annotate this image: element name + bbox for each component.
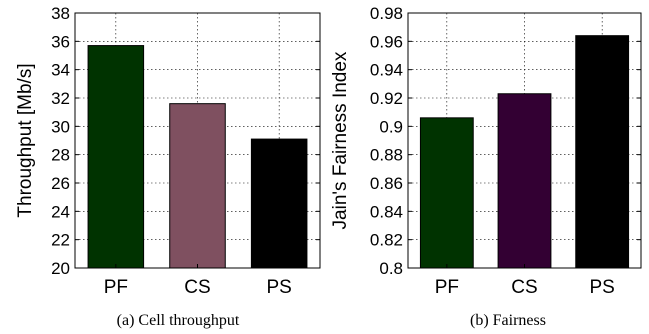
y-tick-label: 22 (51, 231, 70, 250)
bar-ps (250, 138, 308, 269)
y-tick-label: 0.84 (370, 202, 403, 221)
x-tick-label: PS (266, 277, 291, 298)
y-tick-label: 0.82 (370, 231, 403, 250)
y-tick-label: 36 (51, 32, 70, 51)
y-tick-label: 20 (51, 259, 70, 278)
y-tick-label: 0.94 (370, 61, 403, 80)
x-tick-label: PF (435, 277, 459, 298)
y-tick-label: 26 (51, 174, 70, 193)
y-axis-label: Throughput [Mb/s] (15, 63, 36, 217)
y-axis-label: Jain's Fairness Index (330, 51, 351, 229)
y-tick-label: 30 (51, 117, 70, 136)
y-tick-label: 0.98 (370, 4, 403, 23)
x-tick-label: CS (184, 277, 210, 298)
y-tick-label: 24 (51, 202, 70, 221)
y-tick-label: 0.96 (370, 32, 403, 51)
y-tick-label: 34 (51, 61, 70, 80)
x-tick-label: CS (511, 277, 537, 298)
subfigure-caption: (a) Cell throughput (117, 312, 240, 329)
bar-pf (419, 117, 474, 269)
plot-frame (74, 12, 321, 269)
y-tick-label: 38 (51, 4, 70, 23)
bar-pf (87, 45, 145, 269)
subfigure-caption: (b) Fairness (470, 312, 546, 329)
chart-cell-throughput: 20 22 24 26 28 30 32 34 36 38 PF CS PS Throughput [Mb… (15, 4, 321, 329)
y-tick-label: 0.92 (370, 89, 403, 108)
bar-cs (169, 103, 226, 269)
y-tick-label: 28 (51, 146, 70, 165)
bar-ps (575, 35, 630, 269)
x-tick-label: PS (589, 277, 614, 298)
y-tick-label: 0.88 (370, 146, 403, 165)
x-tick-label: PF (104, 277, 128, 298)
y-tick-label: 0.9 (379, 117, 403, 136)
y-tick-label: 0.86 (370, 174, 403, 193)
bar-cs (497, 93, 552, 269)
chart-fairness: 0.8 0.82 0.84 0.86 0.88 0.9 0.92 0.94 0.96 0.98 PF… (330, 4, 642, 329)
plot-frame (407, 12, 642, 269)
y-tick-label: 32 (51, 89, 70, 108)
y-tick-label: 0.8 (379, 259, 403, 278)
